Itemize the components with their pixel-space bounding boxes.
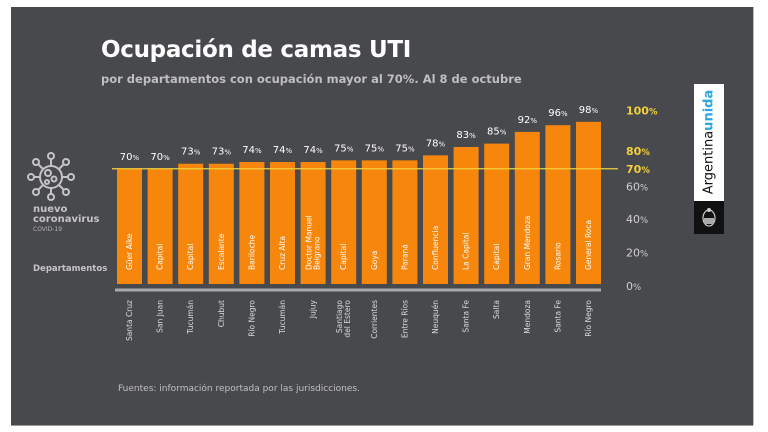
bar-category-label: Capital xyxy=(156,244,165,270)
y-tick-label: 80% xyxy=(626,145,650,158)
bar-category-label: Capital xyxy=(186,244,195,270)
province-label: Jujuy xyxy=(309,299,318,319)
bar-value-label: 75% xyxy=(334,143,354,154)
province-label: Santa Cruz xyxy=(125,300,134,341)
y-tick-label: 40% xyxy=(626,213,648,226)
province-label: Neuquén xyxy=(431,300,440,334)
bar-category-label: Escalante xyxy=(217,233,226,270)
bar-value-label: 98% xyxy=(579,105,599,116)
province-label: Tucumán xyxy=(278,300,287,335)
brand-nuevo: nuevo xyxy=(33,204,68,215)
bar-category-label: Doctor ManuelBelgrano xyxy=(305,215,322,270)
y-tick-label: 0% xyxy=(626,280,641,293)
province-label: Chubut xyxy=(217,300,226,327)
province-label: Santa Fe xyxy=(553,300,562,333)
bar-category-label: Goya xyxy=(370,251,379,270)
bar-value-label: 70% xyxy=(120,152,140,163)
province-label: Salta xyxy=(492,300,501,319)
bar xyxy=(423,155,448,284)
bar-category-label: Confluencia xyxy=(431,226,440,270)
province-label: Entre Ríos xyxy=(400,300,409,338)
bar xyxy=(453,146,479,284)
brand-coronavirus: coronavirus xyxy=(33,214,100,225)
bar xyxy=(514,131,540,284)
argentina-unida-logo: Argentinaunida xyxy=(694,84,724,234)
bar-value-label: 73% xyxy=(181,147,201,158)
bar-category-label: Paraná xyxy=(400,244,409,270)
province-label: Tucumán xyxy=(186,300,195,335)
province-label: Mendoza xyxy=(523,300,532,334)
bar xyxy=(392,160,418,284)
province-label: Santa Fe xyxy=(462,300,471,333)
y-tick-label: 60% xyxy=(626,181,648,194)
province-label: Río Negro xyxy=(247,300,256,337)
province-label: Río Negro xyxy=(584,300,593,337)
logo-text: Argentinaunida xyxy=(701,89,717,195)
bar-value-label: 96% xyxy=(548,108,568,119)
bar-value-label: 75% xyxy=(395,143,415,154)
province-label: Santiagodel Estero xyxy=(335,300,352,338)
chart-title: Ocupación de camas UTI xyxy=(101,37,411,63)
bar xyxy=(178,163,204,284)
bar-category-label: Capital xyxy=(492,244,501,270)
chart-subtitle: por departamentos con ocupación mayor al… xyxy=(101,72,522,86)
y-tick-label: 100% xyxy=(626,105,658,118)
province-label: San Juan xyxy=(156,300,165,333)
bar-value-label: 83% xyxy=(456,130,476,141)
bar xyxy=(300,162,326,284)
bar-category-label: Rosario xyxy=(553,242,562,270)
bar-value-label: 73% xyxy=(212,147,232,158)
bar-category-label: Capital xyxy=(339,244,348,270)
bar-value-label: 70% xyxy=(150,152,170,163)
bar-category-label: Gran Mendoza xyxy=(523,216,532,270)
bar-category-label: General Roca xyxy=(584,220,593,270)
bar-category-label: La Capital xyxy=(462,233,471,270)
bar-value-label: 75% xyxy=(365,143,385,154)
bar-value-label: 74% xyxy=(273,145,293,156)
bar-value-label: 85% xyxy=(487,127,507,138)
coat-of-arms-icon xyxy=(702,208,716,227)
y-tick-label: 20% xyxy=(626,247,648,260)
brand-covid19: COVID-19 xyxy=(33,226,63,233)
bar-value-label: 74% xyxy=(242,145,262,156)
bar-value-label: 78% xyxy=(426,138,446,149)
bar xyxy=(484,143,510,284)
bar xyxy=(576,121,601,284)
bar xyxy=(270,162,295,284)
bar xyxy=(331,160,357,284)
bar xyxy=(545,125,571,284)
bar-category-label: Bariloche xyxy=(247,235,256,270)
bar xyxy=(361,160,387,284)
bar-value-label: 74% xyxy=(303,145,323,156)
bar-value-label: 92% xyxy=(518,115,538,126)
source-note: Fuentes: información reportada por las j… xyxy=(118,384,360,394)
bar xyxy=(208,163,234,284)
bar xyxy=(239,162,265,284)
bar xyxy=(147,168,173,284)
province-label: Corrientes xyxy=(370,300,379,339)
y-tick-label: 70% xyxy=(626,163,650,176)
departamentos-label: Departamentos xyxy=(33,264,108,274)
virus-icon xyxy=(27,152,75,201)
bar xyxy=(117,168,142,284)
bar-category-label: Cruz Alta xyxy=(278,236,287,270)
bar-category-label: Güer Aike xyxy=(125,233,134,270)
